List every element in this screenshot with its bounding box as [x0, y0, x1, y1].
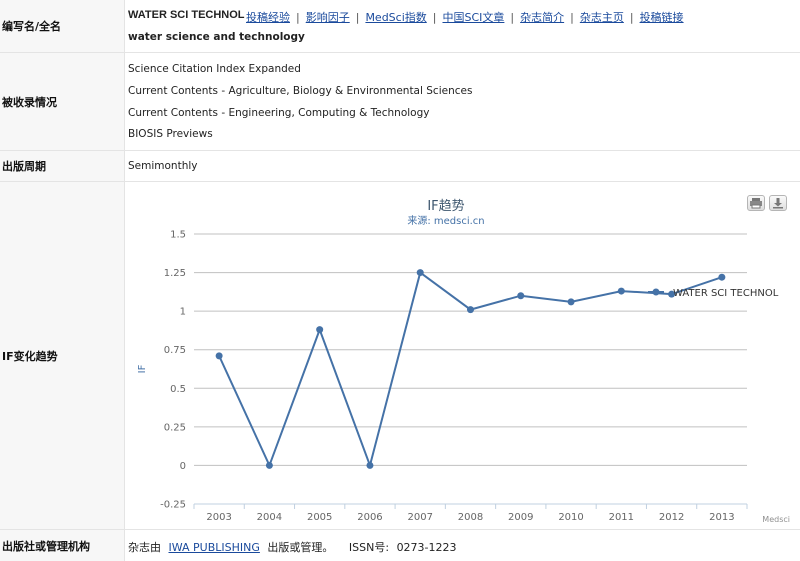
- link-journal-homepage[interactable]: 杂志主页: [579, 11, 624, 24]
- row-indexing: 被收录情况 Science Citation Index Expanded Cu…: [0, 53, 800, 151]
- chart-subtitle: 来源: medsci.cn: [407, 214, 484, 227]
- x-tick-label: 2003: [206, 512, 231, 523]
- journal-fullname: water science and technology: [128, 31, 305, 43]
- link-submission[interactable]: 投稿链接: [639, 11, 684, 24]
- chart-grid: [194, 233, 747, 505]
- index-item: Current Contents - Agriculture, Biology …: [128, 85, 473, 97]
- y-tick-label: 0.75: [164, 345, 186, 356]
- separator: |: [432, 11, 437, 24]
- label-indexing: 被收录情况: [0, 53, 125, 150]
- publisher-prefix: 杂志由: [128, 541, 161, 554]
- journal-links: 投稿经验 | 影响因子 | MedSci指数 | 中国SCI文章 | 杂志简介 | 杂志主页 | 投稿链…: [246, 9, 684, 25]
- period-value: Semimonthly: [128, 160, 198, 172]
- index-item: Current Contents - Engineering, Computin…: [128, 107, 430, 119]
- data-point[interactable]: [567, 298, 575, 306]
- x-tick-label: 2007: [408, 512, 433, 523]
- data-point[interactable]: [467, 306, 474, 314]
- legend[interactable]: WATER SCI TECHNOL: [648, 288, 779, 299]
- x-tick-label: 2004: [257, 512, 282, 523]
- publisher-suffix: 出版或管理。: [267, 541, 334, 554]
- y-tick-label: 1.25: [164, 268, 186, 279]
- data-point[interactable]: [617, 287, 625, 295]
- separator: |: [510, 11, 515, 24]
- link-submission-experience[interactable]: 投稿经验: [246, 11, 290, 24]
- separator: |: [570, 11, 574, 24]
- separator: |: [355, 11, 360, 24]
- y-axis-labels: -0.25 0 0.25 0.5 0.75 1 1.25 1.5: [160, 230, 186, 511]
- index-item: Science Citation Index Expanded: [128, 63, 301, 75]
- row-publisher: 出版社或管理机构 杂志由 IWA PUBLISHING 出版或管理。 ISSN号…: [0, 530, 800, 561]
- label-if-trend: IF变化趋势: [0, 182, 125, 529]
- print-icon: [750, 198, 762, 209]
- link-impact-factor[interactable]: 影响因子: [305, 11, 350, 24]
- y-tick-label: -0.25: [160, 500, 186, 511]
- download-button[interactable]: [769, 195, 787, 211]
- legend-marker: [652, 288, 660, 296]
- y-tick-label: 0: [180, 461, 186, 472]
- row-if-trend: IF变化趋势 -0.25 0 0.25 0.5 0.75 1 1.25 1.5 2003 200…: [0, 182, 800, 530]
- issn-value: 0273-1223: [396, 541, 457, 554]
- chart-title: IF趋势: [427, 198, 464, 214]
- chart-credit[interactable]: Medsci: [762, 515, 790, 524]
- journal-abbreviation: WATER SCI TECHNOL: [128, 9, 245, 21]
- link-china-sci-articles[interactable]: 中国SCI文章: [442, 11, 505, 24]
- x-tick-label: 2008: [458, 512, 483, 523]
- data-point[interactable]: [718, 273, 726, 281]
- series-line: [218, 270, 723, 469]
- data-point[interactable]: [517, 292, 525, 300]
- x-tick-label: 2012: [659, 512, 684, 523]
- x-tick-label: 2005: [307, 512, 332, 523]
- y-axis-title: IF: [137, 364, 148, 373]
- data-point[interactable]: [316, 326, 324, 334]
- link-journal-intro[interactable]: 杂志简介: [520, 11, 565, 24]
- link-medsci-index[interactable]: MedSci指数: [365, 11, 427, 24]
- index-item: BIOSIS Previews: [128, 128, 213, 140]
- x-tick-label: 2010: [558, 512, 583, 523]
- y-tick-label: 1.5: [170, 230, 186, 241]
- label-journal-name: 编写名/全名: [0, 0, 125, 52]
- separator: |: [296, 11, 300, 24]
- x-tick-label: 2013: [709, 512, 734, 523]
- label-publisher: 出版社或管理机构: [0, 530, 125, 561]
- data-point[interactable]: [416, 269, 424, 277]
- download-icon: [773, 198, 783, 209]
- x-tick-label: 2011: [609, 512, 634, 523]
- y-tick-label: 1: [180, 307, 186, 318]
- y-tick-label: 0.25: [164, 422, 186, 433]
- x-axis-labels: 2003 2004 2005 2006 2007 2008 2009 2010 2011 2012…: [193, 504, 748, 523]
- data-point[interactable]: [366, 461, 374, 469]
- issn-label: ISSN号:: [348, 541, 390, 554]
- row-period: 出版周期 Semimonthly: [0, 151, 800, 182]
- series-layer: [215, 269, 726, 469]
- row-journal-name: 编写名/全名 WATER SCI TECHNOL 投稿经验 | 影响因子 | MedSc…: [0, 0, 800, 53]
- publisher-link[interactable]: IWA PUBLISHING: [168, 541, 260, 554]
- x-tick-label: 2006: [357, 512, 382, 523]
- print-button[interactable]: [747, 195, 765, 211]
- data-point[interactable]: [215, 352, 223, 360]
- data-point[interactable]: [265, 461, 273, 469]
- data-point[interactable]: [668, 290, 676, 298]
- y-tick-label: 0.5: [170, 384, 186, 395]
- separator: |: [629, 11, 634, 24]
- x-tick-label: 2009: [508, 512, 533, 523]
- legend-label[interactable]: WATER SCI TECHNOL: [673, 288, 779, 299]
- label-period: 出版周期: [0, 151, 125, 181]
